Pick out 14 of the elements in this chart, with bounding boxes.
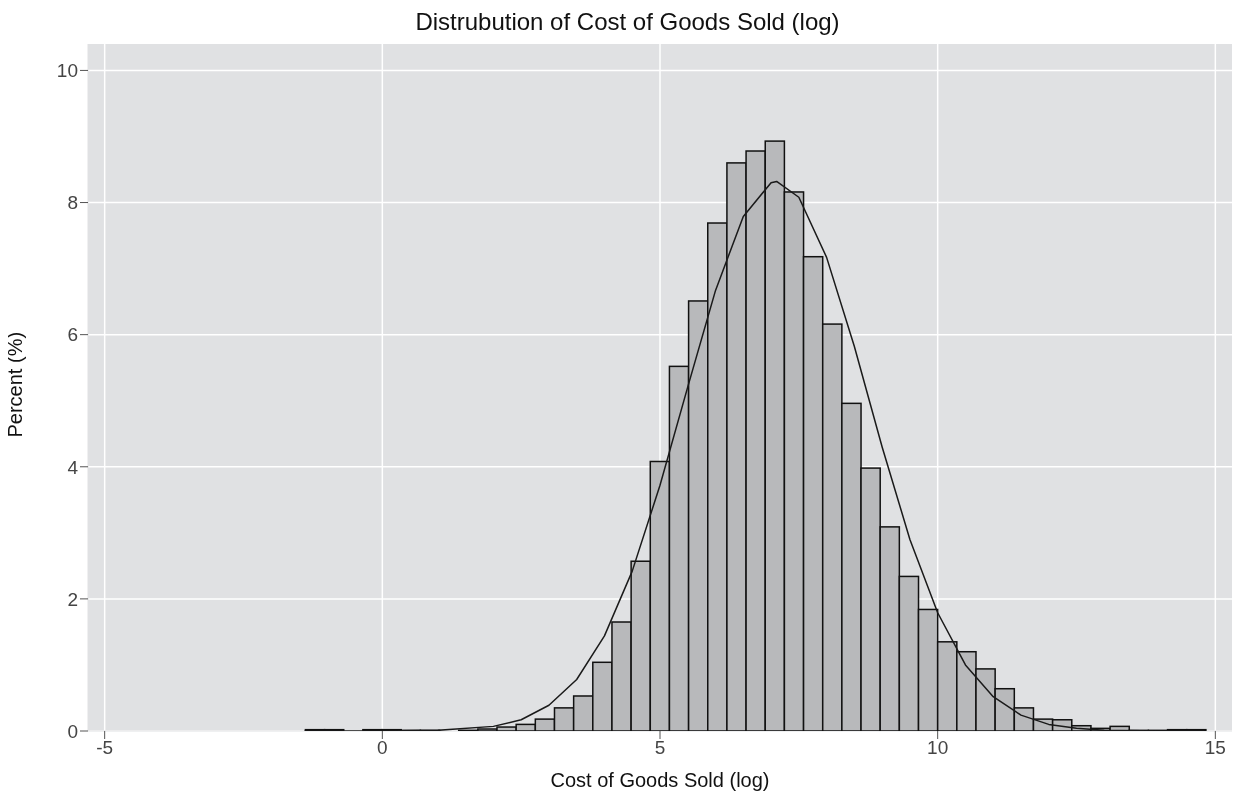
x-tick-label: -5: [96, 737, 114, 759]
y-tick-label: 8: [67, 192, 78, 214]
y-tick-label: 0: [67, 720, 78, 742]
y-tick-label: 4: [67, 456, 79, 478]
x-tick-label: 15: [1204, 737, 1226, 759]
x-tick-label: 0: [377, 737, 388, 759]
y-axis-title: Percent (%): [4, 331, 27, 438]
y-tick-label: 6: [67, 324, 78, 346]
x-tick-label: 10: [927, 737, 949, 759]
y-tick-label: 10: [56, 60, 78, 82]
y-tick-label: 2: [67, 588, 78, 610]
x-axis-title: Cost of Goods Sold (log): [550, 769, 770, 791]
x-tick-label: 5: [654, 737, 666, 759]
chart-title: Distrubution of Cost of Goods Sold (log): [414, 8, 841, 36]
